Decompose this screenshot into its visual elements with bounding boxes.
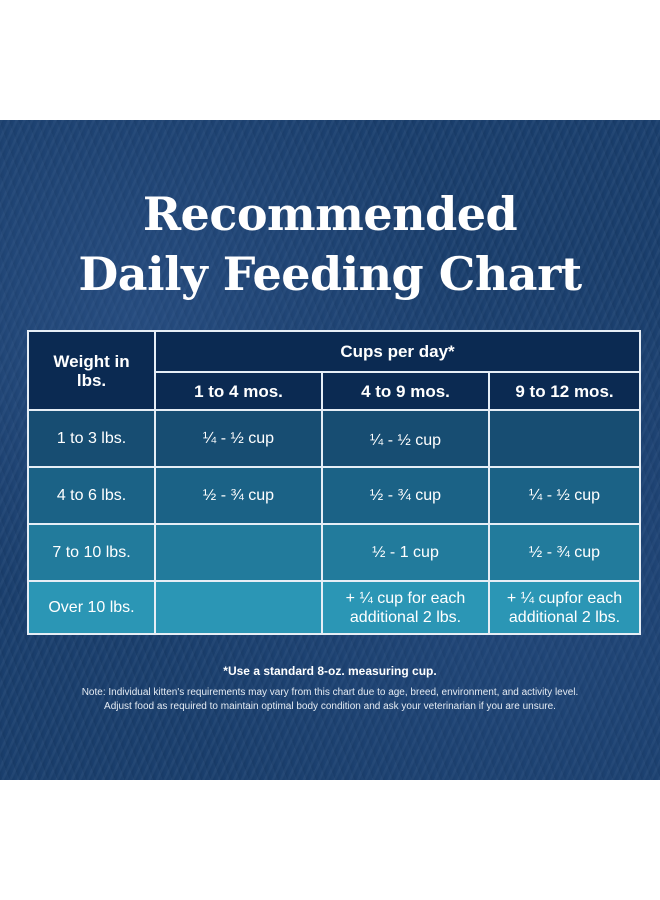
grid-line xyxy=(29,466,639,468)
column-header-4-to-9: 4 to 9 mos. xyxy=(323,373,488,409)
table-row-weight: Over 10 lbs. xyxy=(29,582,154,633)
group-header: Cups per day* xyxy=(156,332,639,371)
grid-line xyxy=(29,523,639,525)
column-header-text: 9 to 12 mos. xyxy=(515,381,614,401)
column-header-text: 1 to 4 mos. xyxy=(194,381,283,401)
table-cell: ½ - ¾ cup xyxy=(490,525,639,580)
weight-label: 7 to 10 lbs. xyxy=(52,544,131,561)
grid-line xyxy=(29,409,639,411)
group-header-text: Cups per day* xyxy=(340,342,455,361)
chart-title-line1: Recommended xyxy=(142,187,518,241)
chart-title-line2: Daily Feeding Chart xyxy=(78,247,582,301)
table-cell xyxy=(156,582,321,633)
table-cell: + ¼ cup for each additional 2 lbs. xyxy=(323,582,488,633)
table-cell: ¼ - ½ cup xyxy=(156,411,321,466)
table-cell: ½ - ¾ cup xyxy=(323,468,488,523)
table-cell: + ¼ cupfor each additional 2 lbs. xyxy=(490,582,639,633)
weight-label: 1 to 3 lbs. xyxy=(56,430,127,447)
column-header-1-to-4: 1 to 4 mos. xyxy=(156,373,321,409)
cell-value: + ¼ cup for each additional 2 lbs. xyxy=(345,589,466,626)
cell-value: ¼ - ½ cup xyxy=(202,430,275,447)
column-header-9-to-12: 9 to 12 mos. xyxy=(490,373,639,409)
row-header-text: Weight in lbs. xyxy=(53,351,130,390)
cell-value: ½ - ¾ cup xyxy=(528,544,601,561)
cell-value: ½ - ¾ cup xyxy=(369,487,442,504)
measuring-cup-footnote: *Use a standard 8-oz. measuring cup. xyxy=(223,664,437,678)
table-cell xyxy=(156,525,321,580)
disclaimer-note: Note: Individual kitten's requirements m… xyxy=(30,686,630,714)
cell-value: ¼ - ½ cup xyxy=(369,432,442,449)
row-header-label: Weight in lbs. xyxy=(29,332,154,409)
note-line-1: Note: Individual kitten's requirements m… xyxy=(81,687,579,698)
table-row-weight: 4 to 6 lbs. xyxy=(29,468,154,523)
cell-value: ¼ - ½ cup xyxy=(528,487,601,504)
grid-line xyxy=(154,332,156,633)
table-cell: ¼ - ½ cup xyxy=(323,411,488,466)
column-header-text: 4 to 9 mos. xyxy=(361,381,450,401)
grid-line xyxy=(29,580,639,582)
weight-label: 4 to 6 lbs. xyxy=(56,487,127,504)
table-row-weight: 1 to 3 lbs. xyxy=(29,411,154,466)
grid-line xyxy=(488,371,490,633)
table-row-weight: 7 to 10 lbs. xyxy=(29,525,154,580)
grid-line xyxy=(321,371,323,633)
grid-line xyxy=(154,371,639,373)
cell-value: ½ - ¾ cup xyxy=(202,487,275,504)
table-cell: ½ - ¾ cup xyxy=(156,468,321,523)
cell-value: + ¼ cupfor each additional 2 lbs. xyxy=(506,589,623,626)
feeding-table: Weight in lbs. Cups per day* 1 to 4 mos.… xyxy=(27,330,641,635)
table-cell xyxy=(490,411,639,466)
table-cell: ½ - 1 cup xyxy=(323,525,488,580)
weight-label: Over 10 lbs. xyxy=(48,599,135,616)
table-cell: ¼ - ½ cup xyxy=(490,468,639,523)
cell-value: ½ - 1 cup xyxy=(372,544,439,561)
note-line-2: Adjust food as required to maintain opti… xyxy=(104,701,556,712)
